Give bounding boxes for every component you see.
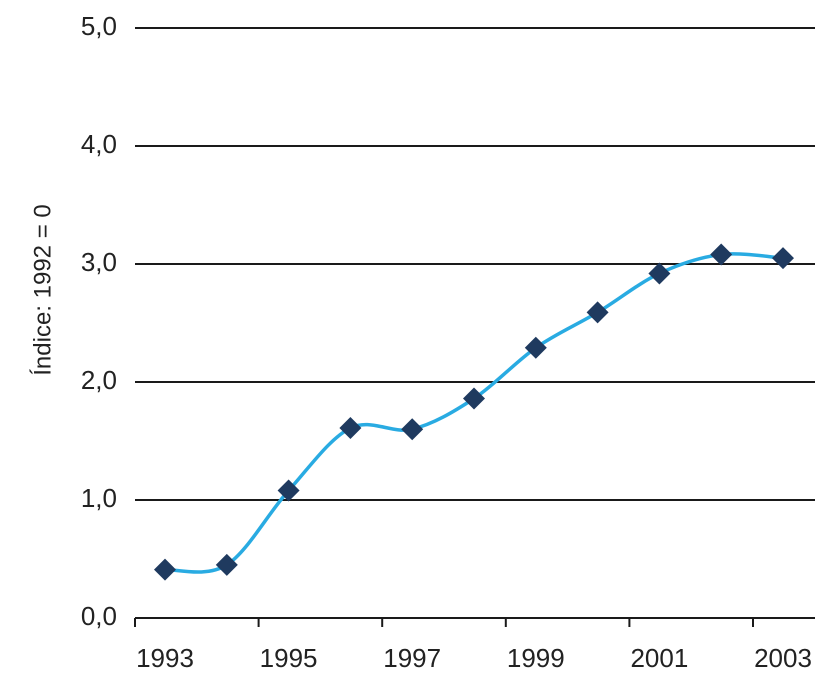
- data-point-marker: [277, 479, 300, 502]
- y-tick-label: 4,0: [81, 129, 117, 159]
- y-tick-label: 2,0: [81, 365, 117, 395]
- x-tick-labels: 1993 1995 1997 1999 2001 2003: [136, 643, 812, 673]
- data-point-marker: [648, 262, 671, 285]
- x-tick-label: 2001: [630, 643, 688, 673]
- series-line: [163, 252, 785, 574]
- x-tick-label: 1995: [260, 643, 318, 673]
- x-axis: [134, 617, 815, 627]
- y-axis-title: Índice: 1992 = 0: [29, 204, 56, 375]
- y-tick-label: 1,0: [81, 483, 117, 513]
- x-tick-label: 1999: [507, 643, 565, 673]
- data-point-marker: [215, 553, 238, 576]
- data-point-marker: [463, 387, 485, 410]
- data-point-marker: [772, 247, 794, 270]
- x-tick-label: 2003: [754, 643, 812, 673]
- x-tick-label: 1997: [383, 643, 441, 673]
- data-point-marker: [524, 336, 547, 359]
- y-tick-label: 0,0: [81, 601, 117, 631]
- series: [163, 252, 785, 574]
- data-point-marker: [401, 418, 424, 441]
- data-point-marker: [586, 301, 609, 324]
- markers: [154, 243, 794, 581]
- data-point-marker: [154, 558, 176, 581]
- y-tick-label: 5,0: [81, 11, 117, 41]
- x-tick-label: 1993: [136, 643, 194, 673]
- gridlines: [135, 27, 815, 501]
- data-point-marker: [339, 417, 362, 440]
- y-tick-label: 3,0: [81, 247, 117, 277]
- data-point-marker: [710, 243, 733, 266]
- y-tick-labels: 0,0 1,0 2,0 3,0 4,0 5,0: [81, 11, 117, 631]
